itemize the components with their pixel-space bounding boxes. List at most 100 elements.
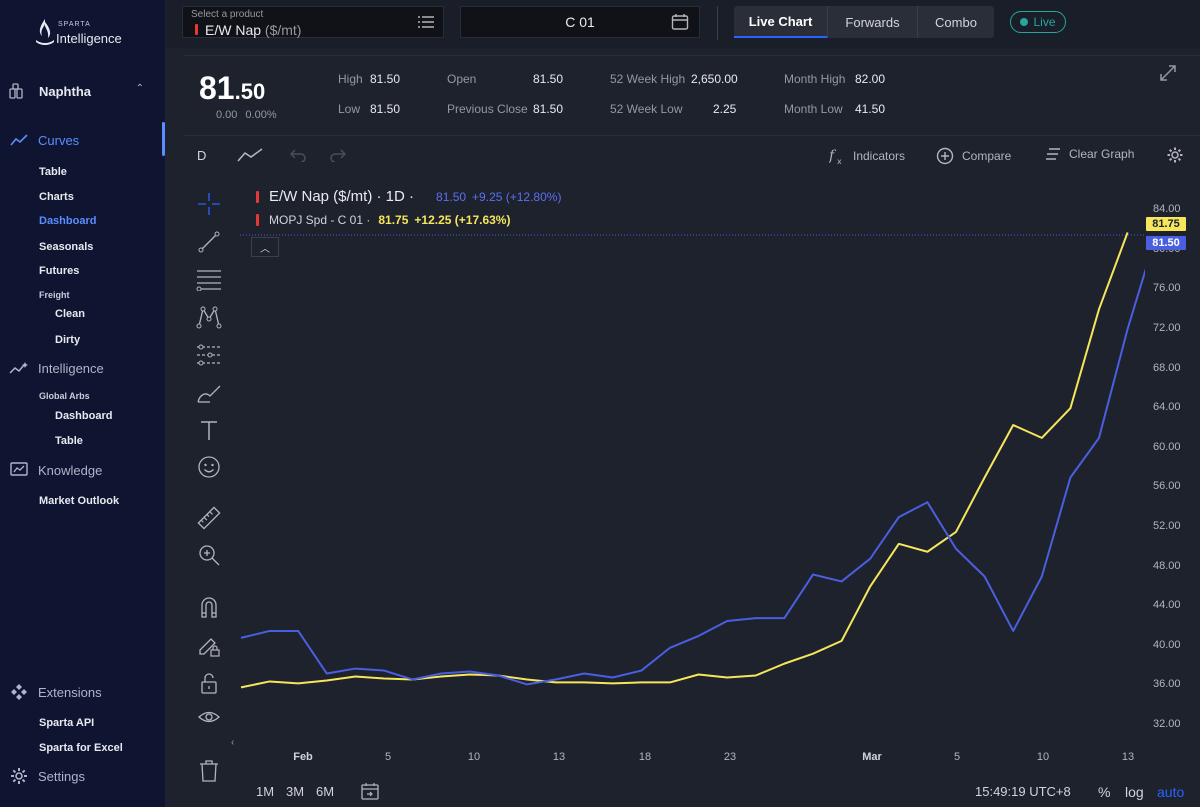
product-picker-value: E/W Nap ($/mt) xyxy=(205,22,302,38)
eye-icon[interactable] xyxy=(194,702,224,732)
svg-text:f: f xyxy=(829,148,837,164)
nav-item-clean[interactable]: Clean xyxy=(55,308,85,320)
goto-date-icon[interactable] xyxy=(360,781,380,806)
nav-item-table[interactable]: Table xyxy=(39,166,67,178)
magnet-icon[interactable] xyxy=(194,592,224,622)
range-1m-button[interactable]: 1M xyxy=(256,784,275,799)
nav-item-seasonals[interactable]: Seasonals xyxy=(39,241,94,253)
product-selector[interactable]: Naphtha ⌃ xyxy=(8,80,148,102)
trend-line-icon xyxy=(8,131,30,149)
settings-gear-icon[interactable] xyxy=(1166,146,1184,169)
plus-circle-icon xyxy=(936,147,954,165)
y-tick-label: 56.00 xyxy=(1153,480,1181,493)
undo-icon[interactable] xyxy=(289,148,306,167)
tab-combo[interactable]: Combo xyxy=(917,6,994,38)
x-tick-label: 5 xyxy=(384,751,392,763)
product-name: Naphtha xyxy=(39,83,91,99)
legend-series-2-value: 81.75 xyxy=(378,213,409,227)
wk52-high-value: 2,650.00 xyxy=(691,72,738,86)
calendar-icon[interactable] xyxy=(671,13,689,36)
crosshair-icon[interactable] xyxy=(194,189,224,219)
legend-series-1-value: 81.50 xyxy=(436,189,467,204)
live-label: Live xyxy=(1033,15,1056,29)
price-tag-series-2: 81.75 xyxy=(1146,217,1186,232)
text-tool-icon[interactable] xyxy=(194,415,224,445)
extensions-icon xyxy=(8,683,30,701)
legend-series-1-change: +9.25 (+12.80%) xyxy=(472,189,562,204)
range-3m-button[interactable]: 3M xyxy=(286,784,305,799)
range-6m-button[interactable]: 6M xyxy=(316,784,335,799)
nav-section-curves[interactable]: Curves xyxy=(8,129,79,151)
quote-header: 81.50 0.00 0.00% High 81.50 Low 81.50 Ope… xyxy=(183,56,1200,136)
prev-close-value: 81.50 xyxy=(533,102,564,116)
nav-section-settings[interactable]: Settings xyxy=(8,765,85,787)
zoom-in-icon[interactable] xyxy=(194,540,224,570)
fib-lines-icon[interactable] xyxy=(194,264,224,294)
nav-section-intelligence[interactable]: Intelligence xyxy=(8,357,104,379)
x-tick-label: 10 xyxy=(1036,751,1050,763)
expand-icon[interactable] xyxy=(1159,64,1177,87)
legend-collapse-button[interactable]: ︿ xyxy=(251,237,279,257)
legend-series-2[interactable]: MOPJ Spd - C 01 · 81.75 +12.25 (+17.63%) xyxy=(256,213,510,227)
prev-close-label: Previous Close xyxy=(447,102,528,116)
y-tick-label: 48.00 xyxy=(1153,559,1181,572)
price-chart[interactable] xyxy=(240,186,1145,744)
brush-icon[interactable] xyxy=(194,377,224,407)
contract-picker[interactable]: C 01 xyxy=(460,6,700,38)
series-color-marker xyxy=(256,214,259,226)
ruler-icon[interactable] xyxy=(194,503,224,533)
nav-item-charts[interactable]: Charts xyxy=(39,191,74,203)
line-style-icon[interactable] xyxy=(237,147,263,168)
series-line-1[interactable] xyxy=(240,235,1145,686)
sparta-logo-icon[interactable] xyxy=(34,18,56,48)
x-tick-label: 5 xyxy=(953,751,961,763)
nav-section-label: Knowledge xyxy=(38,462,103,478)
emoji-icon[interactable] xyxy=(194,452,224,482)
projection-tool-icon[interactable] xyxy=(194,340,224,370)
pattern-tool-icon[interactable] xyxy=(194,302,224,332)
nav-section-label: Intelligence xyxy=(38,360,104,376)
wk52-low-value: 2.25 xyxy=(713,102,737,116)
nav-item-dirty[interactable]: Dirty xyxy=(55,334,81,346)
price-change: 0.00 0.00% xyxy=(216,109,277,121)
sidebar: SPARTA Intelligence Naphtha ⌃ Curves Tab… xyxy=(0,0,166,807)
legend-series-1[interactable]: E/W Nap ($/mt) · 1D · 81.50 +9.25 (+12.8… xyxy=(256,188,561,205)
product-picker[interactable]: Select a product E/W Nap ($/mt) xyxy=(182,6,444,38)
series-color-marker xyxy=(256,190,259,203)
auto-scale-toggle[interactable]: auto xyxy=(1157,784,1185,800)
tab-live-chart[interactable]: Live Chart xyxy=(734,6,827,38)
nav-item-sparta-api[interactable]: Sparta API xyxy=(39,717,95,729)
nav-section-extensions[interactable]: Extensions xyxy=(8,681,102,703)
indicators-label: Indicators xyxy=(853,149,906,163)
lock-drawing-icon[interactable] xyxy=(194,630,224,660)
interval-button[interactable]: D xyxy=(197,148,207,163)
nav-item-dashboard[interactable]: Dashboard xyxy=(39,215,97,227)
list-menu-icon[interactable] xyxy=(417,15,435,34)
collapse-toolbar-icon[interactable]: ‹ xyxy=(231,737,235,748)
clear-graph-button[interactable]: Clear Graph xyxy=(1045,147,1134,161)
unlock-icon[interactable] xyxy=(194,668,224,698)
clock-time[interactable]: 15:49:19 UTC+8 xyxy=(975,784,1071,799)
trash-icon[interactable] xyxy=(194,756,224,786)
nav-item-futures[interactable]: Futures xyxy=(39,265,80,277)
compare-button[interactable]: Compare xyxy=(936,147,1011,165)
nav-section-knowledge[interactable]: Knowledge xyxy=(8,459,102,481)
legend-series-1-name: E/W Nap ($/mt) · 1D · xyxy=(269,188,415,205)
tab-forwards[interactable]: Forwards xyxy=(827,6,917,38)
log-scale-toggle[interactable]: log xyxy=(1125,784,1144,800)
trendline-tool-icon[interactable] xyxy=(194,227,224,257)
divider xyxy=(183,55,1200,56)
nav-item-market-outlook[interactable]: Market Outlook xyxy=(39,495,120,507)
nav-item-sparta-excel[interactable]: Sparta for Excel xyxy=(39,742,123,754)
nav-item-arbs-dashboard[interactable]: Dashboard xyxy=(55,410,113,422)
nav-item-arbs-table[interactable]: Table xyxy=(55,435,83,447)
price-axis[interactable]: 84.0080.0076.0072.0068.0064.0060.0056.00… xyxy=(1145,186,1200,744)
clear-lines-icon xyxy=(1045,148,1061,160)
svg-text:x: x xyxy=(837,157,842,165)
percent-scale-toggle[interactable]: % xyxy=(1098,784,1111,800)
series-line-2[interactable] xyxy=(240,232,1129,689)
redo-icon[interactable] xyxy=(330,148,347,167)
gear-icon xyxy=(8,767,30,785)
